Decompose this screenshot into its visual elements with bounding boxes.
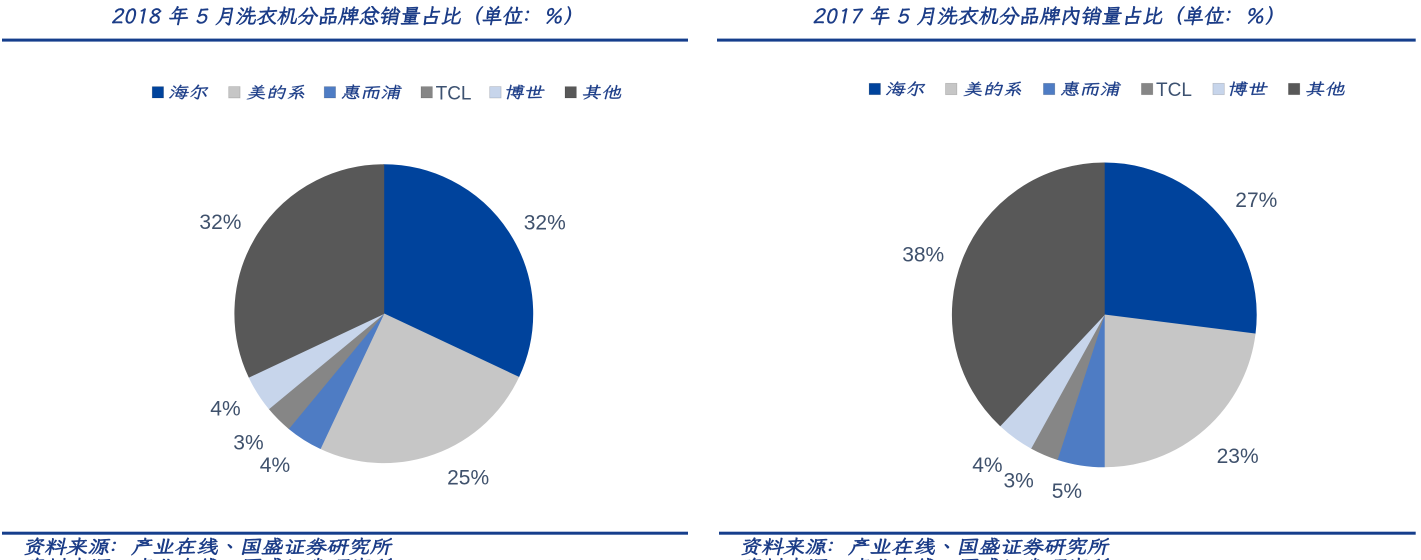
svg-text:TCL: TCL (436, 83, 472, 104)
svg-text:23%: 23% (1217, 445, 1259, 468)
svg-text:3%: 3% (233, 432, 263, 455)
svg-text:4%: 4% (210, 398, 240, 421)
svg-text:3%: 3% (1004, 470, 1034, 493)
svg-text:TCL: TCL (1156, 80, 1192, 101)
svg-text:27%: 27% (1235, 189, 1277, 212)
svg-text:32%: 32% (524, 212, 566, 235)
svg-text:25%: 25% (447, 467, 489, 490)
svg-text:5%: 5% (1052, 480, 1082, 503)
svg-text:4%: 4% (260, 454, 290, 477)
svg-text:32%: 32% (199, 211, 241, 234)
svg-text:38%: 38% (902, 244, 944, 267)
svg-text:4%: 4% (972, 454, 1002, 477)
